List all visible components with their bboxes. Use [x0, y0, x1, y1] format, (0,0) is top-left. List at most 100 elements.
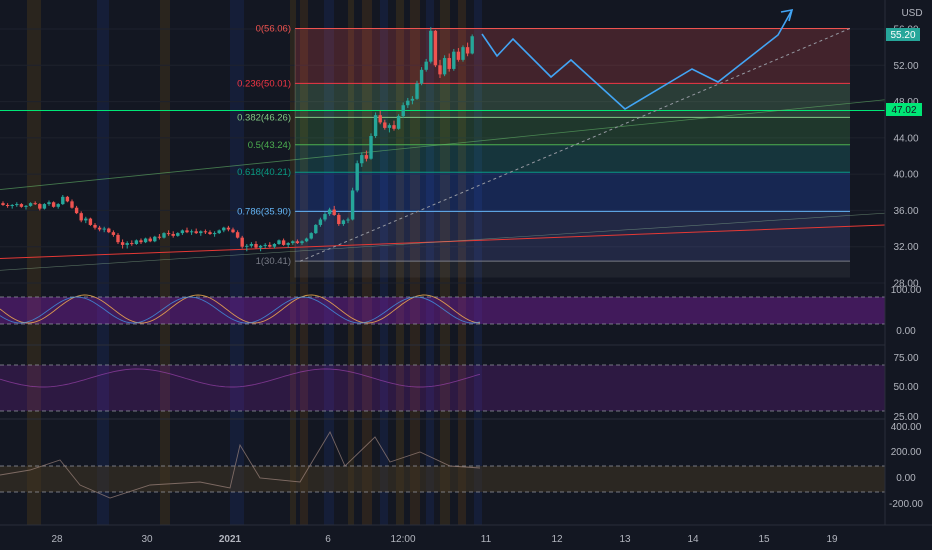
- candle-body-81: [373, 115, 378, 137]
- session-band-14: [458, 0, 466, 525]
- time-tick-5: 11: [481, 534, 492, 545]
- candle-body-30: [139, 240, 143, 243]
- candle-body-79: [364, 155, 369, 159]
- trend-lines[interactable]: [0, 27, 886, 271]
- candle-body-65: [300, 241, 304, 244]
- candle-body-92: [424, 61, 428, 70]
- candle-body-66: [304, 238, 309, 242]
- candlestick-series: [1, 27, 474, 252]
- price-tick-2: 48.00: [893, 97, 918, 108]
- candle-body-68: [314, 224, 318, 234]
- candle-body-54: [249, 243, 254, 246]
- rsi-line: [0, 368, 481, 388]
- candle-body-41: [189, 231, 194, 233]
- price-tick-6: 32.00: [893, 242, 918, 253]
- price-axis[interactable]: USD 56.0052.0048.0044.0040.0036.0032.002…: [884, 0, 923, 525]
- rsi-band: [0, 365, 885, 411]
- price-tick-5: 36.00: [893, 206, 918, 217]
- candle-body-64: [295, 241, 300, 244]
- candle-body-69: [318, 219, 323, 225]
- candle-body-84: [387, 125, 392, 128]
- candle-body-4: [19, 204, 24, 207]
- fib-zone-5: [295, 211, 850, 262]
- candle-body-76: [350, 190, 355, 220]
- current-price-label: 55.20: [890, 30, 915, 41]
- session-band-13: [440, 0, 450, 525]
- time-tick-10: 19: [826, 534, 838, 545]
- candle-body-1: [5, 204, 10, 206]
- fib-level-label-6: 1(30.41): [256, 256, 291, 267]
- candle-body-7: [33, 203, 37, 205]
- candle-body-58: [268, 244, 272, 247]
- candle-body-77: [355, 163, 359, 191]
- cci-band: [0, 466, 885, 492]
- green-trend-line: [0, 99, 886, 190]
- candle-body-43: [199, 231, 203, 234]
- candle-body-102: [470, 36, 474, 54]
- candle-body-87: [401, 105, 405, 117]
- stoch-rsi-d-line: [0, 296, 481, 324]
- candle-body-2: [10, 204, 14, 206]
- candle-body-74: [341, 220, 346, 225]
- candle-body-57: [263, 244, 267, 246]
- fib-level-label-0: 0(56.06): [256, 23, 291, 34]
- candle-body-46: [212, 233, 217, 235]
- time-axis[interactable]: 28 30 2021 6 12:00 11 12 13 14 15 19: [0, 524, 932, 545]
- candle-body-11: [51, 202, 56, 207]
- session-band-15: [474, 0, 482, 525]
- candle-body-67: [309, 233, 313, 239]
- candle-body-3: [15, 204, 19, 206]
- candle-body-80: [369, 136, 373, 159]
- session-band-8: [362, 0, 372, 525]
- fib-level-label-3: 0.5(43.24): [248, 140, 291, 151]
- candle-body-63: [291, 241, 295, 244]
- fib-level-label-2: 0.382(46.26): [237, 112, 291, 123]
- candle-body-20: [93, 224, 97, 228]
- candle-body-75: [346, 219, 350, 221]
- currency-label: USD: [901, 8, 922, 19]
- session-band-9: [380, 0, 388, 525]
- candle-body-95: [438, 65, 442, 75]
- candle-body-19: [88, 218, 93, 225]
- candle-body-45: [208, 232, 212, 235]
- price-projection-path[interactable]: [481, 8, 794, 110]
- candle-body-72: [332, 209, 336, 215]
- candle-body-32: [148, 238, 152, 242]
- panel-2-tick-2: 25.00: [893, 412, 918, 423]
- session-band-11: [410, 0, 420, 525]
- candle-body-24: [111, 232, 116, 235]
- time-tick-9: 15: [758, 534, 770, 545]
- candle-body-8: [38, 204, 42, 209]
- fib-zone-1: [295, 83, 850, 118]
- fib-level-label-1: 0.236(50.01): [237, 78, 291, 89]
- candle-body-98: [452, 51, 456, 69]
- candle-body-78: [360, 155, 364, 164]
- lower-trend-line: [0, 212, 886, 271]
- price-tick-1: 52.00: [893, 61, 918, 72]
- session-band-6: [324, 0, 334, 525]
- candle-body-34: [157, 236, 162, 238]
- time-tick-2: 2021: [219, 534, 242, 545]
- fib-zone-3: [295, 144, 850, 173]
- candle-body-52: [240, 237, 244, 247]
- candle-body-0: [1, 203, 5, 205]
- candle-body-73: [337, 214, 341, 225]
- candle-body-47: [217, 230, 221, 234]
- candle-body-27: [125, 243, 129, 245]
- time-tick-4: 12:00: [390, 534, 415, 545]
- cci-line: [0, 431, 481, 499]
- candle-body-36: [166, 233, 171, 235]
- panel-2-tick-1: 50.00: [893, 382, 918, 393]
- candle-body-42: [194, 231, 198, 234]
- candle-body-88: [406, 100, 410, 106]
- time-tick-8: 14: [687, 534, 699, 545]
- candle-body-13: [61, 196, 65, 205]
- fibonacci-retracement[interactable]: 0(56.06) 0.236(50.01) 0.382(46.26) 0.5(43.2…: [237, 23, 850, 278]
- price-grid: [0, 28, 885, 284]
- session-band-4: [290, 0, 296, 525]
- session-band-3: [230, 0, 244, 525]
- candle-body-37: [171, 234, 175, 236]
- fib-zone-4: [295, 172, 850, 212]
